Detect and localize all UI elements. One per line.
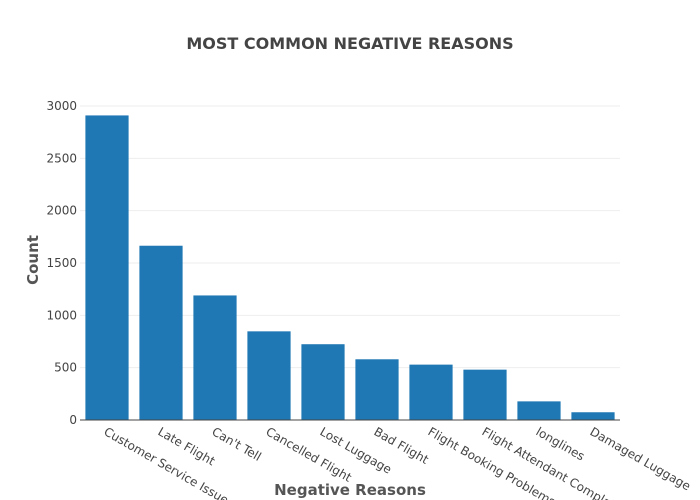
bar[interactable] xyxy=(409,364,453,420)
bar[interactable] xyxy=(193,295,237,420)
chart-title: MOST COMMON NEGATIVE REASONS xyxy=(186,34,513,53)
y-tick-label: 2500 xyxy=(46,151,77,165)
y-tick-label: 1500 xyxy=(46,256,77,270)
bar[interactable] xyxy=(85,115,129,421)
bar[interactable] xyxy=(301,344,345,420)
y-tick-label: 0 xyxy=(69,413,77,427)
bar[interactable] xyxy=(517,401,561,420)
bar[interactable] xyxy=(355,359,399,420)
x-tick-label: Can't Tell xyxy=(210,424,264,463)
bars xyxy=(85,115,615,421)
y-tick-label: 3000 xyxy=(46,99,77,113)
x-tick-label: Damaged Luggage xyxy=(588,424,694,493)
bar[interactable] xyxy=(247,331,291,420)
x-axis-title: Negative Reasons xyxy=(274,481,426,499)
y-tick-label: 500 xyxy=(54,361,77,375)
bar[interactable] xyxy=(139,245,183,420)
y-tick-label: 1000 xyxy=(46,308,77,322)
bar[interactable] xyxy=(463,369,507,420)
y-axis-title: Count xyxy=(24,235,42,285)
bar[interactable] xyxy=(571,412,615,420)
y-tick-label: 2000 xyxy=(46,204,77,218)
